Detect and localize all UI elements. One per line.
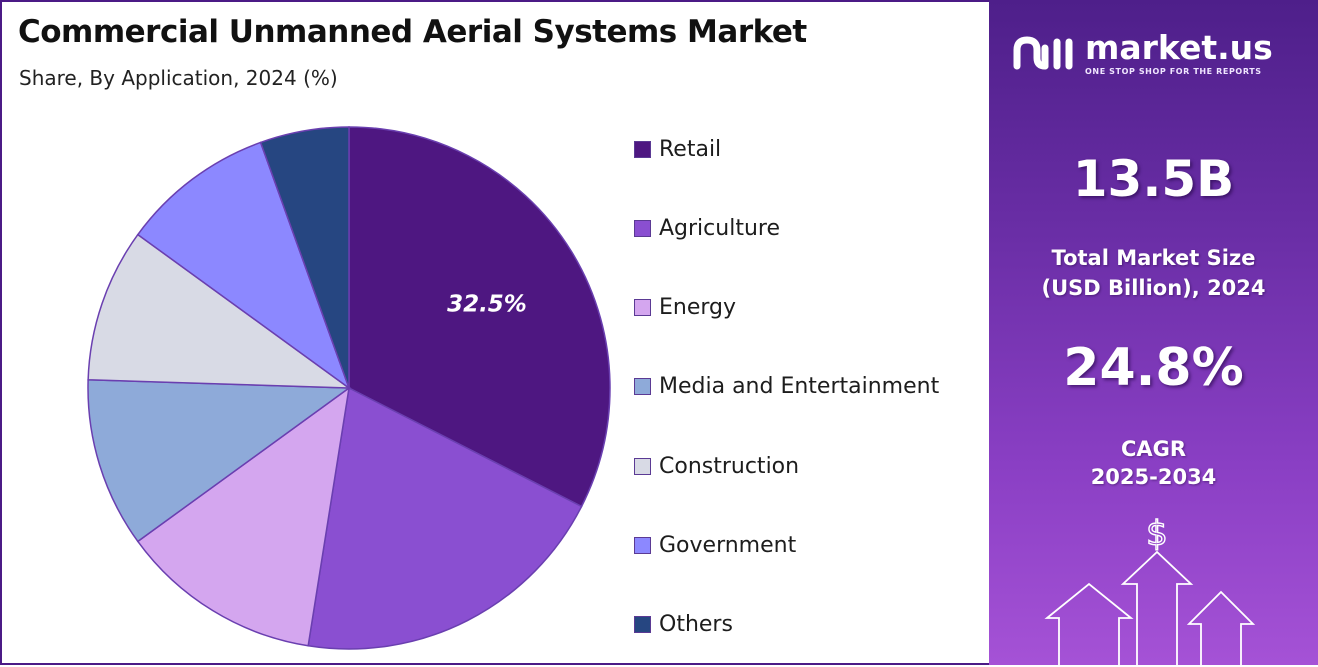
legend-swatch — [634, 140, 651, 158]
pie-slice-energy — [136, 386, 351, 647]
chart-subtitle: Share, By Application, 2024 (%) — [19, 66, 338, 90]
legend-swatch — [634, 457, 651, 475]
market-size-label-line2: (USD Billion), 2024 — [1041, 276, 1266, 300]
legend-item: Government — [634, 532, 796, 560]
legend-label: Government — [659, 533, 797, 558]
cagr-label-line2: 2025-2034 — [1090, 465, 1217, 489]
up-arrow-icon — [1120, 550, 1194, 665]
legend-swatch — [634, 616, 651, 634]
pie-slice-retail — [348, 126, 611, 508]
chart-title: Commercial Unmanned Aerial Systems Marke… — [18, 14, 807, 50]
legend-label: Energy — [659, 295, 737, 321]
up-arrow-icon — [1044, 582, 1134, 665]
legend-label: Construction — [659, 453, 800, 479]
legend-label: Others — [659, 612, 733, 638]
legend-swatch — [634, 219, 651, 237]
legend-item: Others — [634, 611, 733, 639]
pie-slice-others — [259, 126, 350, 389]
market-us-logo-icon — [1013, 36, 1073, 70]
market-size-label-line1: Total Market Size — [1051, 246, 1256, 270]
legend-label: Media and Entertainment — [659, 374, 940, 400]
legend-item: Media and Entertainment — [634, 373, 939, 401]
pie-data-label: 32.5% — [447, 291, 527, 317]
market-size-value: 13.5B — [1072, 150, 1235, 208]
cagr-label-line1: CAGR — [1120, 437, 1187, 461]
legend-swatch — [634, 299, 651, 317]
pie-slice-construction — [87, 233, 352, 389]
pie-slice-government — [136, 141, 351, 391]
legend-item: Energy — [634, 294, 736, 322]
dollar-icon: $ — [1146, 514, 1168, 554]
growth-arrows-illustration: $ — [1044, 513, 1256, 665]
legend-label: Agriculture — [659, 215, 780, 241]
up-arrow-icon — [1186, 590, 1256, 665]
legend-item: Retail — [634, 135, 721, 163]
brand-logo: market.us ONE STOP SHOP FOR THE REPORTS — [1011, 28, 1273, 78]
brand-tagline: ONE STOP SHOP FOR THE REPORTS — [1085, 66, 1262, 76]
brand-name: market.us — [1085, 27, 1273, 67]
legend-item: Construction — [634, 452, 799, 480]
chart-panel: Commercial Unmanned Aerial Systems Marke… — [0, 0, 989, 665]
summary-panel: market.us ONE STOP SHOP FOR THE REPORTS … — [989, 0, 1318, 665]
legend-label: Retail — [659, 136, 722, 162]
pie-slice-agriculture — [307, 386, 583, 650]
pie-chart: 32.5% — [87, 126, 611, 650]
legend-item: Agriculture — [634, 214, 780, 242]
cagr-value: 24.8% — [1063, 338, 1244, 398]
legend-swatch — [634, 378, 651, 396]
pie-slice-media-and-entertainment — [87, 379, 352, 543]
legend-swatch — [634, 537, 651, 554]
